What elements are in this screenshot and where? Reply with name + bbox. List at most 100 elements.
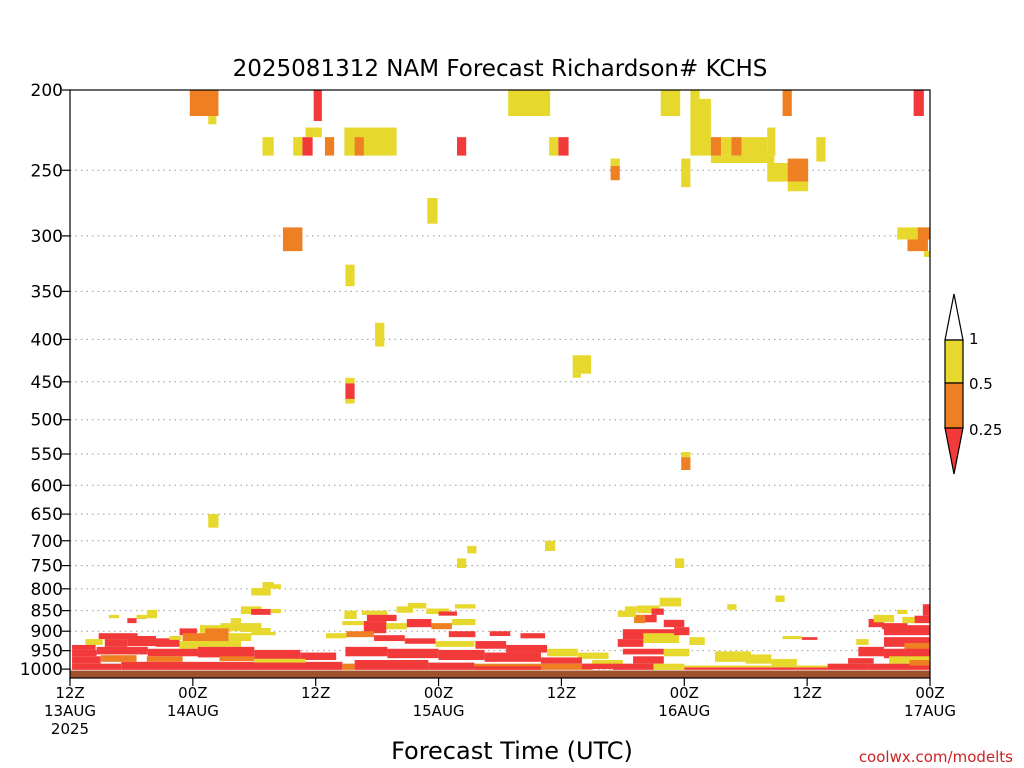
x-tick-label: 12Z xyxy=(55,684,84,702)
x-tick-label: 16AUG xyxy=(658,702,710,720)
y-tick-label: 850 xyxy=(31,602,63,622)
heatmap-cell xyxy=(451,619,476,626)
heatmap-cell xyxy=(363,621,387,634)
heatmap-cell xyxy=(375,322,385,347)
heatmap-cell xyxy=(345,383,355,399)
heatmap-cell xyxy=(653,663,685,670)
heatmap-cell xyxy=(858,646,884,657)
heatmap-cell xyxy=(681,457,691,470)
heatmap-cell xyxy=(240,627,271,633)
heatmap-cell xyxy=(848,658,874,664)
heatmap-cell xyxy=(386,623,407,630)
heatmap-cell xyxy=(782,90,792,117)
heatmap-cell xyxy=(98,633,138,640)
heatmap-cell xyxy=(643,633,680,644)
y-tick-label: 400 xyxy=(31,330,63,350)
colorbar-top-arrow xyxy=(944,293,964,341)
x-tick-label: 17AUG xyxy=(904,702,956,720)
heatmap-cell xyxy=(917,227,930,240)
plot-frame xyxy=(69,89,931,679)
heatmap-cell xyxy=(889,656,930,664)
heatmap-cell xyxy=(104,639,128,647)
heatmap-cell xyxy=(387,648,439,659)
heatmap-cell xyxy=(438,611,457,616)
heatmap-cell xyxy=(262,137,274,156)
gridlines xyxy=(70,169,930,670)
heatmap-cell xyxy=(681,452,691,458)
heatmap-cell xyxy=(660,90,681,117)
heatmap-cell xyxy=(520,633,546,639)
y-tick-label: 300 xyxy=(31,227,63,247)
heatmap-cell xyxy=(467,545,477,554)
heatmap-cell xyxy=(100,655,137,662)
heatmap-cell xyxy=(545,540,556,551)
heatmap-cell xyxy=(572,373,581,378)
heatmap-cell xyxy=(727,604,737,610)
y-tick-label: 350 xyxy=(31,282,63,302)
heatmap-cell xyxy=(659,597,682,607)
heatmap-cell xyxy=(675,558,685,568)
colorbar-level-label: 1 xyxy=(969,330,979,348)
heatmap-cell xyxy=(454,604,476,609)
heatmap-cell xyxy=(361,610,388,615)
heatmap-cell xyxy=(368,127,397,156)
heatmap-cell xyxy=(270,584,281,589)
heatmap-cell xyxy=(883,625,930,636)
heatmap-cell xyxy=(282,227,303,252)
heatmap-cell xyxy=(690,98,711,156)
heatmap-cell xyxy=(121,661,343,670)
x-tick-label: 14AUG xyxy=(167,702,219,720)
heatmap-cell xyxy=(230,618,241,624)
heatmap-cell xyxy=(448,631,476,638)
heatmap-cell xyxy=(374,635,405,642)
y-tick-label: 200 xyxy=(31,81,63,101)
heatmap-cell xyxy=(909,660,930,666)
heatmap-cell xyxy=(610,158,620,166)
heatmap-cell xyxy=(637,605,660,614)
heatmap-cell xyxy=(208,514,219,528)
heatmap-cell xyxy=(897,227,918,240)
credit-text: coolwx.com/modelts xyxy=(859,748,1013,766)
heatmap-cell xyxy=(428,662,475,670)
heatmap-cell xyxy=(189,90,219,117)
heatmap-cell xyxy=(219,656,255,662)
heatmap-cell xyxy=(572,355,592,374)
heatmap-cell xyxy=(506,644,548,653)
heatmap-cell xyxy=(228,633,252,642)
heatmap-cell xyxy=(407,602,427,609)
heatmap-cell xyxy=(146,609,158,619)
colorbar-level-label: 0.25 xyxy=(969,421,1002,439)
heatmap-cell xyxy=(873,614,895,623)
heatmap-cell xyxy=(883,637,930,647)
y-tick-label: 800 xyxy=(31,580,63,600)
heatmap-cell xyxy=(313,90,322,122)
heatmap-cell xyxy=(457,558,467,568)
colorbar-level-label: 0.5 xyxy=(969,375,993,393)
x-tick-label: 00Z xyxy=(424,684,453,702)
heatmap-cell xyxy=(617,639,644,647)
heatmap-cell xyxy=(802,637,818,640)
heatmap-cell xyxy=(782,635,803,640)
heatmap-cell xyxy=(684,667,828,670)
heatmap-cell xyxy=(663,648,690,657)
heatmap-cell xyxy=(431,623,452,630)
heatmap-cell xyxy=(254,658,306,663)
heatmap-cell xyxy=(913,90,924,117)
heatmap-cell xyxy=(489,631,511,636)
heatmap-cell xyxy=(396,606,413,613)
y-tick-label: 750 xyxy=(31,557,63,577)
heatmap-cell xyxy=(146,656,183,662)
heatmap-cell xyxy=(883,648,930,659)
heatmap-cell xyxy=(127,618,137,624)
heatmap-cell xyxy=(914,615,930,624)
heatmap-cell xyxy=(904,643,930,651)
heatmap-cell xyxy=(690,90,700,99)
heatmap-cell xyxy=(610,165,620,181)
heatmap-cell xyxy=(325,633,347,639)
heatmap-cell xyxy=(72,656,101,664)
heatmap-cell xyxy=(251,587,271,596)
heatmap-cell xyxy=(856,639,869,645)
heatmap-cell xyxy=(474,666,541,670)
